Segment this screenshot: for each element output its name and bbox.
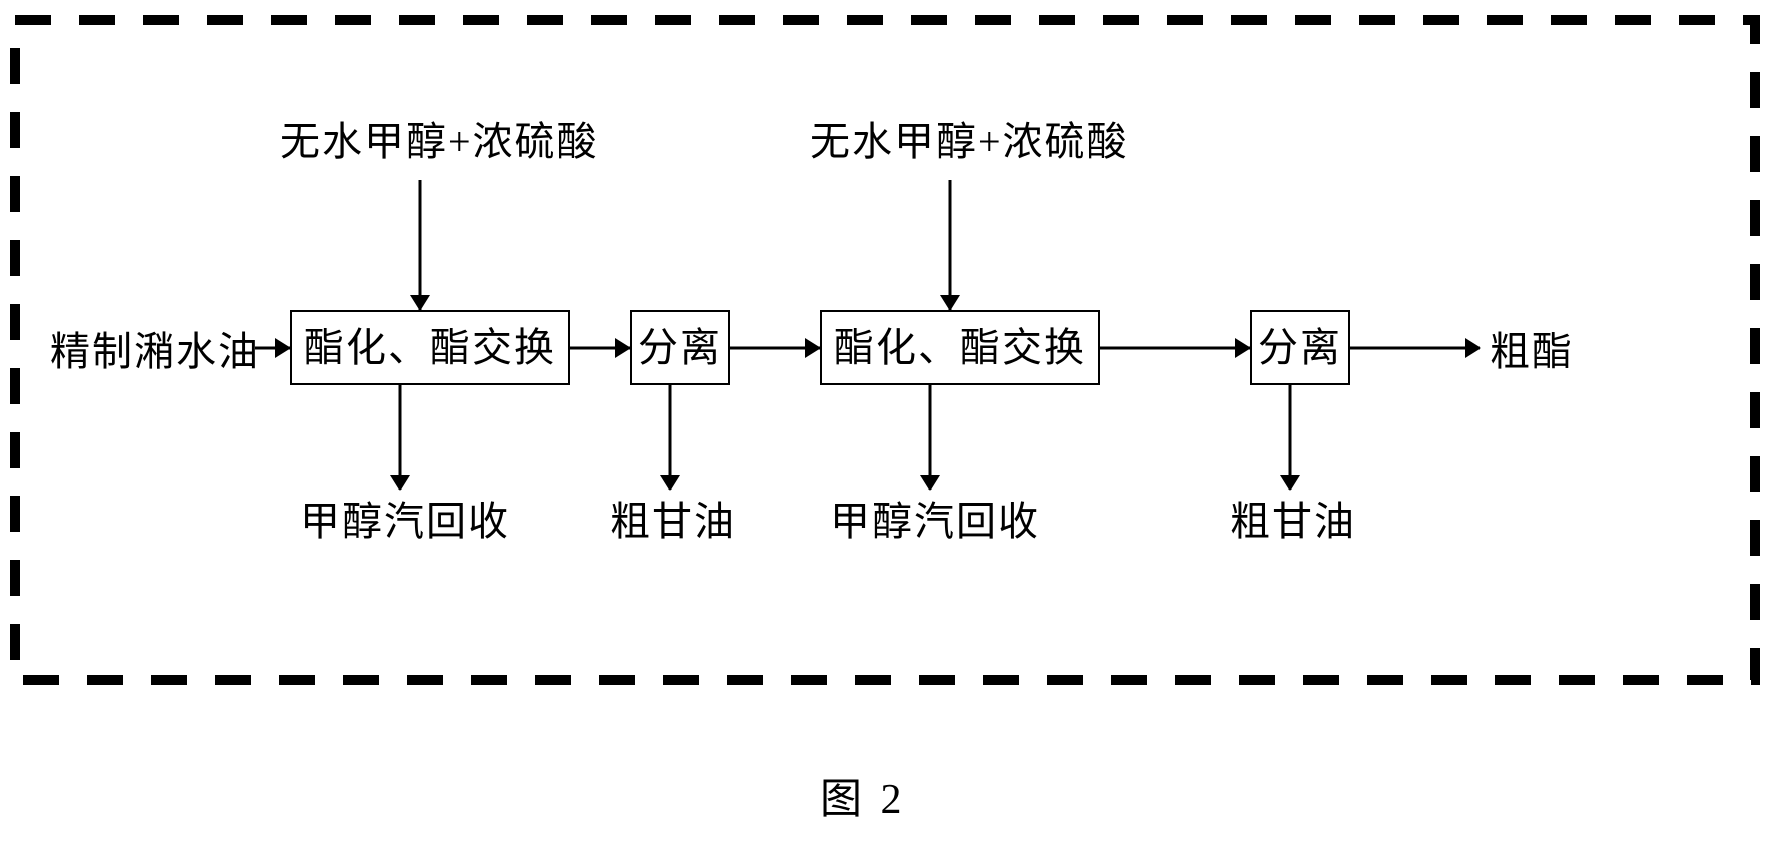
box-react2-label: 酯化、酯交换 bbox=[834, 326, 1086, 370]
label-top2: 无水甲醇+浓硫酸 bbox=[810, 120, 1129, 164]
label-bot1: 甲醇汽回收 bbox=[300, 500, 510, 544]
label-top1: 无水甲醇+浓硫酸 bbox=[280, 120, 599, 164]
label-output: 粗酯 bbox=[1490, 330, 1574, 374]
box-sep1-label: 分离 bbox=[638, 326, 722, 370]
box-sep2: 分离 bbox=[1250, 310, 1350, 385]
label-input: 精制潲水油 bbox=[50, 330, 260, 374]
diagram-canvas: 酯化、酯交换 分离 酯化、酯交换 分离 精制潲水油 无水甲醇+浓硫酸 无水甲醇+… bbox=[0, 0, 1772, 862]
box-react1-label: 酯化、酯交换 bbox=[304, 326, 556, 370]
label-bot4: 粗甘油 bbox=[1230, 500, 1356, 544]
label-bot3: 甲醇汽回收 bbox=[830, 500, 1040, 544]
box-sep2-label: 分离 bbox=[1258, 326, 1342, 370]
box-react1: 酯化、酯交换 bbox=[290, 310, 570, 385]
label-bot2: 粗甘油 bbox=[610, 500, 736, 544]
box-sep1: 分离 bbox=[630, 310, 730, 385]
box-react2: 酯化、酯交换 bbox=[820, 310, 1100, 385]
figure-caption: 图 2 bbox=[820, 765, 906, 826]
